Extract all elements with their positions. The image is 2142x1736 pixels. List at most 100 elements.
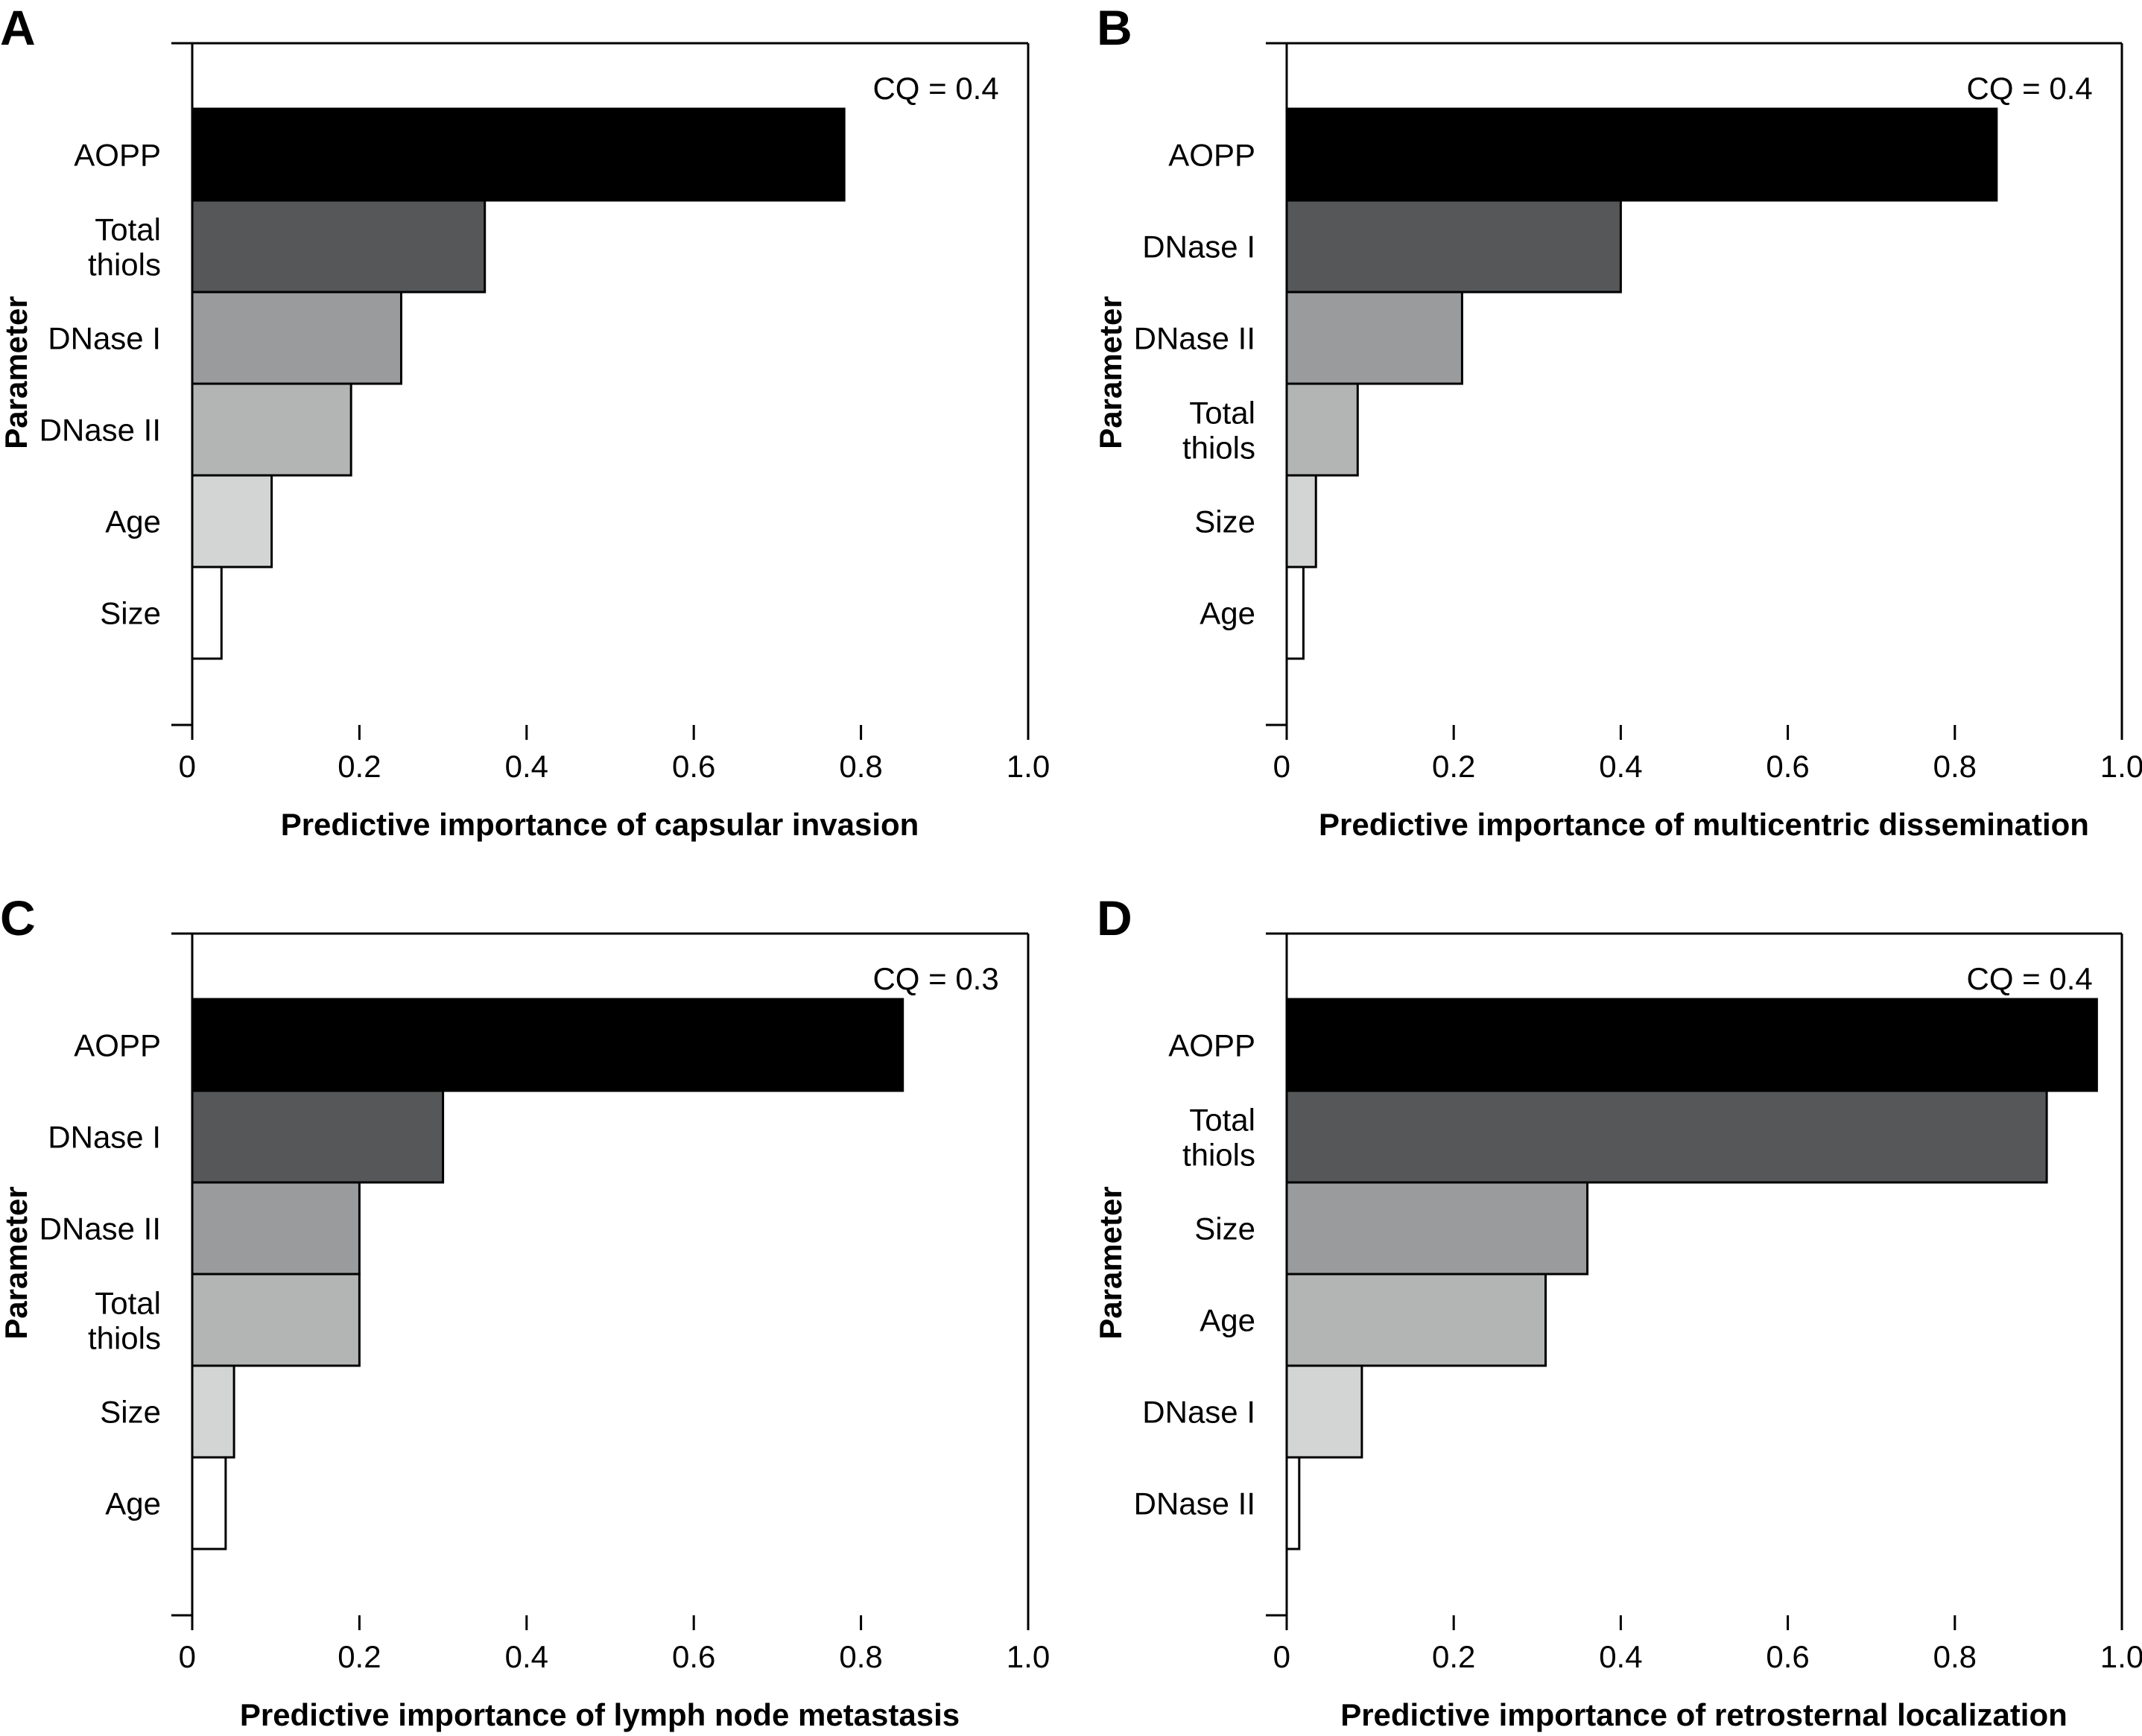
category-label: Total thiols: [1182, 396, 1255, 466]
category-label: DNase I: [1142, 1395, 1255, 1430]
chart-panel-a: A AOPP Total thiols DNase I DNase II Age Size 0 0…: [0, 0, 1050, 842]
bar: [191, 1181, 361, 1276]
y-axis-title: Parameter: [0, 1186, 34, 1339]
x-tick-label: 1.0: [1007, 1639, 1050, 1674]
x-tick-label: 0: [1273, 749, 1290, 784]
category-label: AOPP: [74, 1028, 161, 1063]
panel-letter: A: [0, 0, 36, 55]
category-label-line: thiols: [88, 247, 161, 282]
bar: [191, 382, 352, 477]
x-tick-label: 1.0: [2100, 1639, 2142, 1674]
bar: [191, 291, 402, 385]
x-tick-label: 0.4: [1599, 749, 1642, 784]
x-tick-label: 0: [179, 1639, 196, 1674]
x-tick-label: 1.0: [2100, 749, 2142, 784]
x-tick-label: 0: [1273, 1639, 1290, 1674]
y-axis-title: Parameter: [1093, 296, 1128, 449]
x-tick-label: 0.2: [338, 1639, 381, 1674]
category-label: DNase I: [48, 321, 161, 356]
category-label: DNase I: [48, 1120, 161, 1155]
x-tick-label: 0.2: [1432, 1639, 1475, 1674]
x-tick-label: 0.4: [505, 1639, 548, 1674]
bar: [1285, 566, 1305, 660]
x-tick-label: 0: [179, 749, 196, 784]
panel-letter: C: [0, 890, 36, 945]
x-tick-label: 0.8: [1933, 749, 1977, 784]
category-label-line: Total: [1189, 1103, 1255, 1138]
category-label: AOPP: [74, 138, 161, 173]
chart-panel-c: C AOPP DNase I DNase II Total thiols Size Age 0 0…: [0, 890, 1050, 1732]
x-tick-label: 0.4: [1599, 1639, 1642, 1674]
x-tick-label: 1.0: [1007, 749, 1050, 784]
chart-panel-b: B AOPP DNase I DNase II Total thiols Size Age 0 0…: [1093, 0, 2142, 842]
bar: [191, 1364, 235, 1459]
y-axis-title: Parameter: [1093, 1186, 1128, 1339]
category-label: Size: [1194, 504, 1255, 539]
category-label-line: Total: [95, 212, 161, 247]
cq-annotation: CQ = 0.3: [872, 961, 998, 996]
bar: [1285, 1456, 1301, 1550]
category-label-line: thiols: [1182, 1138, 1255, 1173]
category-label: Total thiols: [88, 212, 161, 282]
category-label: Age: [1200, 596, 1255, 631]
y-axis-title: Parameter: [0, 296, 34, 449]
category-label: AOPP: [1168, 138, 1255, 173]
cq-annotation: CQ = 0.4: [1966, 71, 2092, 106]
x-tick-label: 0.6: [1766, 1639, 1809, 1674]
x-tick-label: 0.4: [505, 749, 548, 784]
x-tick-label: 0.8: [839, 749, 882, 784]
category-label: DNase II: [1134, 321, 1255, 356]
category-label-line: Total: [95, 1286, 161, 1321]
bar: [191, 566, 223, 660]
bar: [191, 1089, 445, 1184]
x-axis-title: Predictive importance of multicentric di…: [1319, 807, 2089, 842]
category-label: Age: [1200, 1303, 1255, 1338]
bar: [1285, 1273, 1547, 1367]
cq-annotation: CQ = 0.4: [1966, 961, 2092, 996]
category-label: DNase II: [39, 413, 161, 448]
bar: [1285, 107, 1998, 202]
category-label: AOPP: [1168, 1028, 1255, 1063]
category-label: Age: [105, 504, 161, 539]
bar: [191, 107, 846, 202]
bar: [1285, 382, 1359, 477]
bar: [1285, 291, 1463, 385]
category-label: DNase I: [1142, 229, 1255, 264]
bar: [1285, 1089, 2048, 1184]
x-axis-title: Predictive importance of lymph node meta…: [240, 1697, 960, 1732]
category-label: Age: [105, 1486, 161, 1521]
bar: [191, 199, 487, 294]
category-label: Size: [1194, 1211, 1255, 1246]
x-axis-title: Predictive importance of retrosternal lo…: [1340, 1697, 2067, 1732]
category-label: DNase II: [39, 1211, 161, 1246]
x-tick-label: 0.6: [672, 749, 715, 784]
x-tick-label: 0.2: [338, 749, 381, 784]
bar: [191, 474, 273, 568]
bar: [1285, 199, 1622, 294]
x-tick-label: 0.6: [672, 1639, 715, 1674]
chart-panel-d: D AOPP Total thiols Size Age DNase I DNase II 0 0…: [1093, 890, 2142, 1732]
category-label: Total thiols: [1182, 1103, 1255, 1173]
x-tick-label: 0.6: [1766, 749, 1809, 784]
bar: [1285, 998, 2098, 1092]
panel-letter: B: [1097, 0, 1132, 55]
category-label-line: thiols: [1182, 431, 1255, 466]
bar: [191, 998, 904, 1092]
x-tick-label: 0.2: [1432, 749, 1475, 784]
x-tick-label: 0.8: [839, 1639, 882, 1674]
category-label: DNase II: [1134, 1486, 1255, 1521]
bar: [1285, 1181, 1589, 1276]
category-label-line: thiols: [88, 1321, 161, 1356]
category-label: Size: [100, 1395, 161, 1430]
x-tick-label: 0.8: [1933, 1639, 1977, 1674]
category-label-line: Total: [1189, 396, 1255, 431]
x-axis-title: Predictive importance of capsular invasi…: [281, 807, 919, 842]
cq-annotation: CQ = 0.4: [872, 71, 998, 106]
category-label: Total thiols: [88, 1286, 161, 1356]
bar: [1285, 474, 1317, 568]
category-label: Size: [100, 596, 161, 631]
bar: [191, 1273, 361, 1367]
panel-letter: D: [1097, 890, 1132, 945]
bar: [191, 1456, 227, 1550]
